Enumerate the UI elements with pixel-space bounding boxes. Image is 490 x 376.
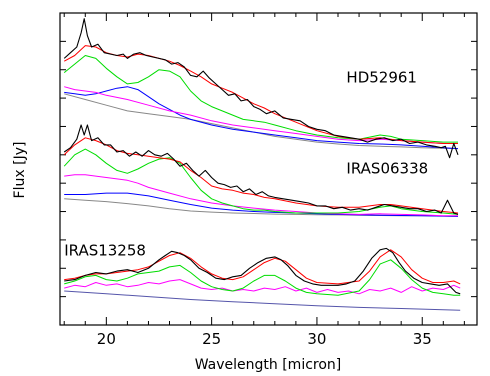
series-observed-panel-2 xyxy=(63,124,459,215)
series-total_fit-panel-3 xyxy=(64,249,461,285)
series-gray-panel-1 xyxy=(64,93,459,150)
panel-label: IRAS13258 xyxy=(64,242,146,260)
plot-frame xyxy=(59,12,478,326)
x-axis-label: Wavelength [micron] xyxy=(195,357,342,373)
series-blue-panel-2 xyxy=(64,192,459,217)
x-tick-label: 20 xyxy=(97,330,116,348)
series-green-panel-1 xyxy=(63,55,458,143)
axis-ticks xyxy=(60,13,477,325)
panel-label: IRAS06338 xyxy=(346,159,428,177)
series-observed-panel-1 xyxy=(63,18,459,159)
x-tick-labels: 20 25 30 35 xyxy=(97,330,432,348)
series-magenta-panel-2 xyxy=(64,174,458,217)
y-axis-label: Flux [Jy] xyxy=(12,142,28,199)
series-green-panel-2 xyxy=(63,148,459,215)
series-green-panel-3 xyxy=(64,259,461,296)
panel-labels: HD52961 IRAS06338 IRAS13258 xyxy=(64,68,428,259)
series-magenta-panel-3 xyxy=(64,279,461,295)
series-observed-panel-3 xyxy=(64,247,461,295)
series-blue-panel-1 xyxy=(64,86,459,150)
x-tick-label: 25 xyxy=(202,330,221,348)
series-continuum-panel-3 xyxy=(64,290,461,311)
series-total_fit-panel-2 xyxy=(63,137,459,214)
panel-label: HD52961 xyxy=(346,68,417,86)
data-series xyxy=(63,18,461,311)
series-magenta-panel-1 xyxy=(64,86,458,144)
x-tick-label: 35 xyxy=(413,330,432,348)
x-tick-label: 30 xyxy=(307,330,326,348)
